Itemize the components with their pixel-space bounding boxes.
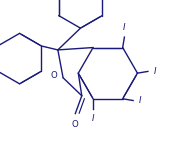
Text: I: I bbox=[154, 67, 156, 76]
Text: O: O bbox=[50, 71, 57, 80]
Text: I: I bbox=[139, 96, 142, 105]
Text: O: O bbox=[72, 120, 78, 129]
Text: I: I bbox=[92, 114, 94, 123]
Text: I: I bbox=[122, 23, 125, 32]
